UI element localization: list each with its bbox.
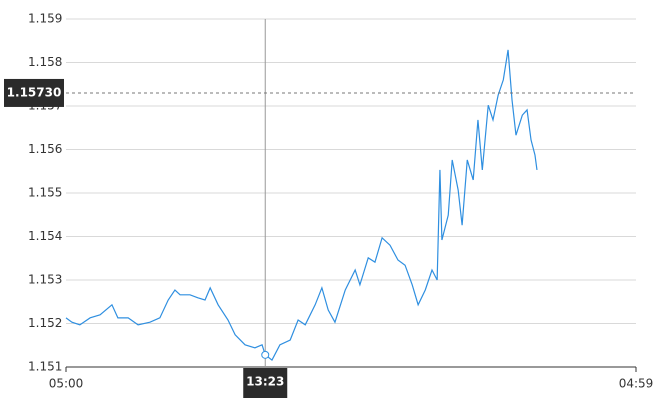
crosshair-y-label: 1.15730 — [7, 85, 62, 99]
x-tick-label: 05:00 — [49, 377, 84, 391]
y-tick-label: 1.159 — [28, 12, 62, 26]
y-tick-label: 1.151 — [28, 360, 62, 374]
y-tick-label: 1.156 — [28, 142, 62, 156]
crosshair-y-label-bg — [4, 78, 64, 107]
line — [65, 49, 538, 361]
x-tick-label: 04:59 — [619, 377, 654, 391]
y-tick-label: 1.152 — [28, 316, 62, 330]
hover-point — [261, 350, 270, 359]
crosshair-x-label-bg — [243, 368, 288, 398]
y-tick-label: 1.155 — [28, 186, 62, 200]
y-tick-label: 1.153 — [28, 273, 62, 287]
crosshair-x-label: 13:23 — [246, 375, 284, 389]
y-tick-label: 1.158 — [28, 55, 62, 69]
y-tick-label: 1.154 — [28, 229, 62, 243]
